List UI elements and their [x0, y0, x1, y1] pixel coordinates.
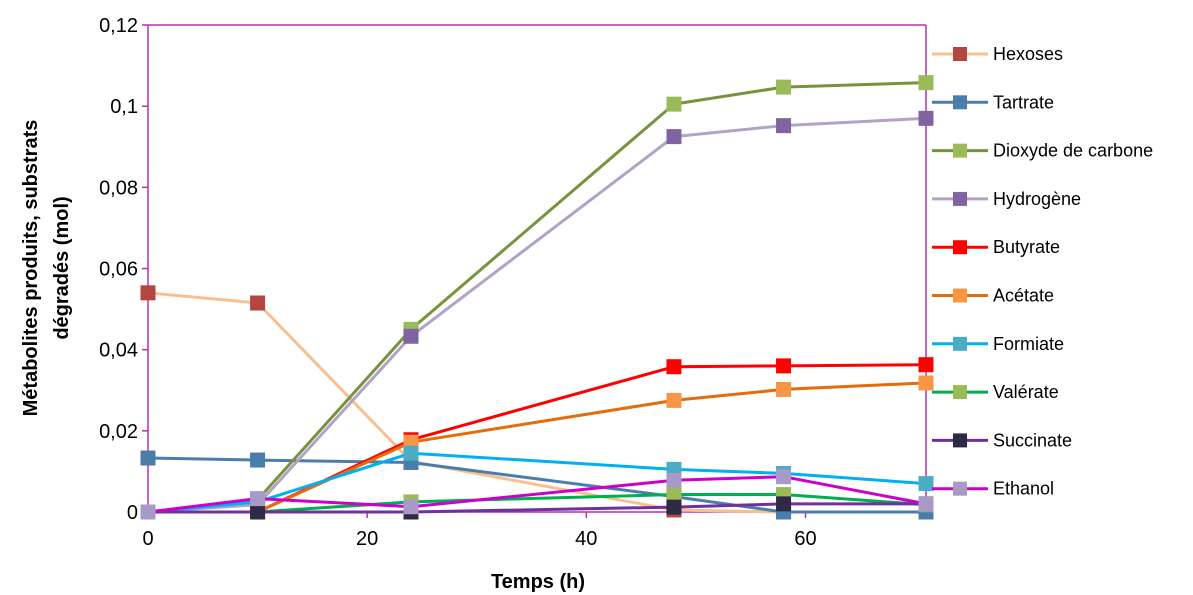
- y-axis-title: Métabolites produits, substrats dégradés…: [20, 120, 73, 417]
- series-line: [147, 475, 927, 514]
- legend-marker: [953, 143, 967, 158]
- data-point: [140, 285, 156, 301]
- legend-item-succinate: Succinate: [932, 430, 1072, 450]
- legend-label: Formiate: [993, 334, 1064, 354]
- data-point: [776, 79, 792, 95]
- data-point: [250, 504, 266, 520]
- data-point: [776, 358, 792, 374]
- y-tick-label: 0,06: [99, 259, 138, 281]
- y-tick-label: 0,04: [99, 340, 138, 362]
- data-point: [666, 487, 682, 503]
- data-point: [776, 381, 792, 397]
- legend-marker: [953, 288, 967, 303]
- data-point: [918, 110, 934, 126]
- x-axis-ticks: 0 20 40 60: [142, 512, 817, 550]
- data-point: [250, 491, 266, 507]
- y-tick-label: 0: [127, 502, 138, 524]
- legend-label: Acétate: [993, 286, 1054, 306]
- data-point: [918, 357, 934, 373]
- data-point: [918, 375, 934, 391]
- legend-marker: [953, 191, 967, 206]
- data-point: [250, 295, 266, 311]
- y-tick-label: 0,02: [99, 421, 138, 443]
- legend-item-hexoses: Hexoses: [932, 44, 1063, 64]
- series-line: [147, 451, 927, 514]
- legend-marker: [953, 433, 967, 448]
- series-ethanol: [140, 469, 934, 520]
- data-point: [776, 469, 792, 485]
- y-tick-label: 0,1: [110, 96, 138, 118]
- x-tick-label: 60: [794, 528, 816, 550]
- data-point: [666, 499, 682, 515]
- data-point: [918, 496, 934, 512]
- legend-marker: [953, 240, 967, 255]
- series-line: [147, 116, 927, 514]
- legend-label: Tartrate: [993, 92, 1054, 112]
- y-axis-title-line-1: Métabolites produits, substrats: [20, 120, 42, 417]
- legend-label: Ethanol: [993, 479, 1054, 499]
- legend: Hexoses Tartrate Dioxyde de carbone Hydrogè…: [932, 44, 1153, 499]
- legend-label: Succinate: [993, 430, 1072, 450]
- data-point: [918, 476, 934, 492]
- legend-marker: [953, 385, 967, 400]
- legend-marker: [953, 481, 967, 496]
- series-line: [147, 456, 926, 514]
- data-point: [403, 445, 419, 461]
- y-tick-label: 0,08: [99, 177, 138, 199]
- y-axis-ticks: 0 0,02 0,04 0,06 0,08 0,1 0,12: [99, 15, 148, 524]
- legend-label: Valérate: [993, 382, 1059, 402]
- data-point: [776, 118, 792, 134]
- series-line: [148, 502, 926, 514]
- data-point: [666, 96, 682, 112]
- legend-marker: [953, 47, 967, 61]
- legend-item-ethanol: Ethanol: [932, 479, 1054, 499]
- y-tick-label: 0,12: [99, 15, 138, 37]
- series-layer: [140, 75, 934, 520]
- legend-marker: [953, 95, 967, 110]
- legend-label: Hydrogène: [993, 189, 1081, 209]
- data-point: [250, 452, 266, 468]
- data-point: [666, 472, 682, 488]
- legend-item-butyrate: Butyrate: [932, 237, 1060, 257]
- data-point: [403, 328, 419, 344]
- data-point: [140, 504, 156, 520]
- x-tick-label: 40: [575, 528, 597, 550]
- data-point: [776, 496, 792, 512]
- data-point: [918, 75, 934, 91]
- data-point: [666, 359, 682, 375]
- data-point: [666, 392, 682, 408]
- legend-item-acetate: Acétate: [932, 286, 1054, 306]
- legend-label: Dioxyde de carbone: [993, 141, 1153, 161]
- legend-marker: [953, 336, 967, 351]
- data-point: [140, 450, 156, 466]
- legend-item-valerate: Valérate: [932, 382, 1059, 402]
- x-axis-title: Temps (h): [491, 571, 585, 593]
- legend-label: Butyrate: [993, 237, 1060, 257]
- legend-label: Hexoses: [993, 44, 1063, 64]
- legend-item-hydrogene: Hydrogène: [932, 189, 1081, 209]
- y-axis-title-line-2: dégradés (mol): [51, 196, 73, 339]
- data-point: [666, 129, 682, 145]
- data-point: [403, 499, 419, 515]
- legend-item-dioxyde-de-carbone: Dioxyde de carbone: [932, 141, 1153, 161]
- plot-area: [147, 24, 927, 513]
- x-tick-label: 20: [356, 528, 378, 550]
- legend-item-formiate: Formiate: [932, 334, 1064, 354]
- legend-item-tartrate: Tartrate: [932, 92, 1054, 112]
- x-tick-label: 0: [142, 528, 153, 550]
